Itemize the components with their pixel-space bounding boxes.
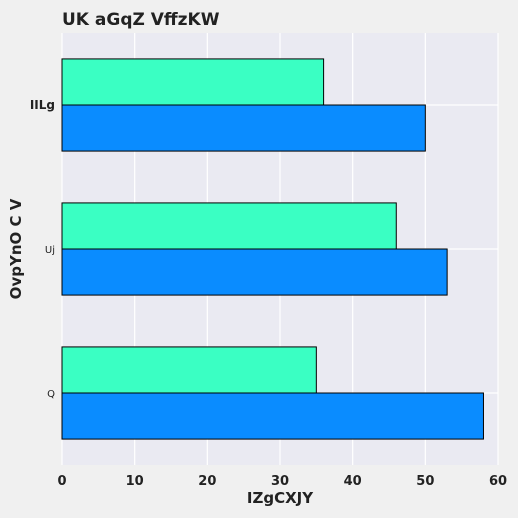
x-tick-label: 50 <box>416 474 434 489</box>
y-axis-label: OvpYnO C V <box>7 198 25 299</box>
bar-iilg-series-1 <box>61 104 426 152</box>
bar-q-series-1 <box>61 392 484 440</box>
x-tick-label: 0 <box>57 474 66 489</box>
x-tick-label: 10 <box>126 474 144 489</box>
bar-q-series-2 <box>61 346 317 394</box>
y-tick-labels: Q Uj IILg <box>30 98 55 400</box>
bar-iilg-series-2 <box>61 58 325 106</box>
x-axis-label: IZgCXJY <box>247 489 314 507</box>
y-tick-label: Uj <box>45 245 55 256</box>
x-tick-label: 60 <box>489 474 507 489</box>
x-tick-labels: 0 10 20 30 40 50 60 <box>57 474 507 489</box>
chart-title: UK aGqZ VffzKW <box>62 10 220 30</box>
y-tick-label: IILg <box>30 98 55 112</box>
bar-uj-series-1 <box>61 248 448 296</box>
x-tick-label: 30 <box>271 474 289 489</box>
bars <box>61 58 484 440</box>
bar-uj-series-2 <box>61 202 397 250</box>
x-tick-label: 40 <box>344 474 362 489</box>
y-tick-label: Q <box>47 389 55 400</box>
x-tick-label: 20 <box>198 474 216 489</box>
